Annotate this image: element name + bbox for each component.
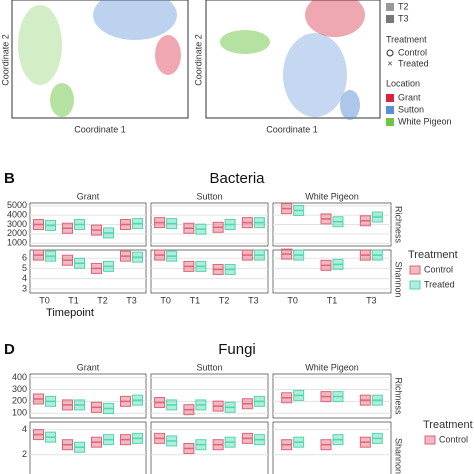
- x-tick-label: T3: [366, 295, 377, 305]
- y-tick-label: 100: [12, 408, 27, 418]
- metric-label: Richness: [394, 206, 404, 244]
- y-tick-label: 2: [22, 449, 27, 459]
- pcoa-frame: [11, 0, 189, 119]
- y-axis-label: Coordinate 2: [0, 34, 10, 86]
- chart-title: Bacteria: [209, 170, 265, 187]
- legend-label: Treated: [398, 58, 429, 68]
- facet-label: Grant: [77, 362, 100, 372]
- x-axis-label: Coordinate 1: [74, 124, 126, 134]
- panel-label: D: [4, 341, 15, 358]
- ellipse: [340, 90, 360, 120]
- legend-key: [386, 118, 394, 126]
- legend-label: T2: [398, 1, 409, 11]
- x-tick-label: T1: [68, 295, 79, 305]
- legend-label: Control: [424, 264, 453, 274]
- legend-key: [386, 106, 394, 114]
- ellipse: [283, 33, 347, 117]
- x-tick-label: T1: [327, 295, 338, 305]
- facet-panel: [272, 373, 392, 419]
- y-tick-label: 5: [22, 263, 27, 273]
- x-axis-label: Timepoint: [46, 307, 94, 319]
- x-axis-label: Coordinate 1: [266, 124, 318, 134]
- y-tick-label: 200: [12, 396, 27, 406]
- x-tick-label: T0: [287, 295, 298, 305]
- legend-key: [386, 3, 394, 11]
- facet-label: White Pigeon: [305, 362, 359, 372]
- facet-label: Grant: [77, 191, 100, 201]
- y-tick-label: 4: [22, 273, 27, 283]
- y-tick-label: 3: [22, 283, 27, 293]
- legend-key: [386, 49, 394, 57]
- legend-label: Grant: [398, 92, 421, 102]
- ellipse: [220, 30, 270, 54]
- y-tick-label: 3000: [7, 219, 27, 229]
- x-tick-label: T2: [97, 295, 108, 305]
- x-tick-label: T1: [190, 295, 201, 305]
- y-tick-label: 400: [12, 372, 27, 382]
- facet-panel: [29, 421, 147, 474]
- y-tick-label: 5000: [7, 200, 27, 210]
- legend-key: ×: [387, 58, 392, 68]
- legend-key: [409, 265, 421, 275]
- y-tick-label: 2000: [7, 228, 27, 238]
- legend-title: Location: [386, 78, 420, 88]
- facet-panel: [272, 421, 392, 474]
- legend-key: [424, 435, 436, 445]
- pcoa-panels: Coordinate 2 Coordinate 1 Coordinate 2 C…: [0, 0, 429, 134]
- panel-label: B: [4, 170, 15, 187]
- legend-title: Treatment: [423, 419, 473, 431]
- facet-label: Sutton: [196, 191, 222, 201]
- y-tick-label: 300: [12, 384, 27, 394]
- legend-key: [409, 280, 421, 290]
- legend-label: Treated: [424, 279, 455, 289]
- ellipse: [155, 35, 181, 75]
- x-tick-label: T3: [126, 295, 137, 305]
- x-tick-label: T3: [248, 295, 259, 305]
- metric-label: Richness: [394, 377, 404, 415]
- metric-label: Shannon: [394, 438, 404, 474]
- facet-label: Sutton: [196, 362, 222, 372]
- chart-title: Fungi: [218, 341, 256, 358]
- legend-label: Control: [439, 434, 468, 444]
- facet-panel: [272, 249, 392, 294]
- y-tick-label: 4: [22, 424, 27, 434]
- facet-panel: [150, 421, 269, 474]
- facet-panel: [150, 249, 269, 294]
- ellipse: [18, 5, 62, 85]
- x-tick-label: T2: [219, 295, 230, 305]
- ellipse: [50, 83, 74, 117]
- ellipse: [305, 0, 365, 37]
- facet-panel: [29, 249, 147, 294]
- metric-label: Shannon: [394, 261, 404, 297]
- x-tick-label: T0: [160, 295, 171, 305]
- facet-label: White Pigeon: [305, 191, 359, 201]
- ellipse: [93, 0, 177, 40]
- y-tick-label: 4000: [7, 210, 27, 220]
- y-axis-label: Coordinate 2: [193, 34, 203, 86]
- legend-key: [386, 15, 394, 23]
- legend-title: Treatment: [408, 249, 458, 261]
- legend-label: Sutton: [398, 104, 424, 114]
- legend-label: White Pigeon: [398, 116, 452, 126]
- legend-key: [386, 94, 394, 102]
- y-tick-label: 6: [22, 253, 27, 263]
- legend-label: T3: [398, 13, 409, 23]
- x-tick-label: T0: [39, 295, 50, 305]
- y-tick-label: 1000: [7, 238, 27, 248]
- facet-panel: [150, 373, 269, 419]
- legend-label: Control: [398, 47, 427, 57]
- legend-title: Treatment: [386, 34, 427, 44]
